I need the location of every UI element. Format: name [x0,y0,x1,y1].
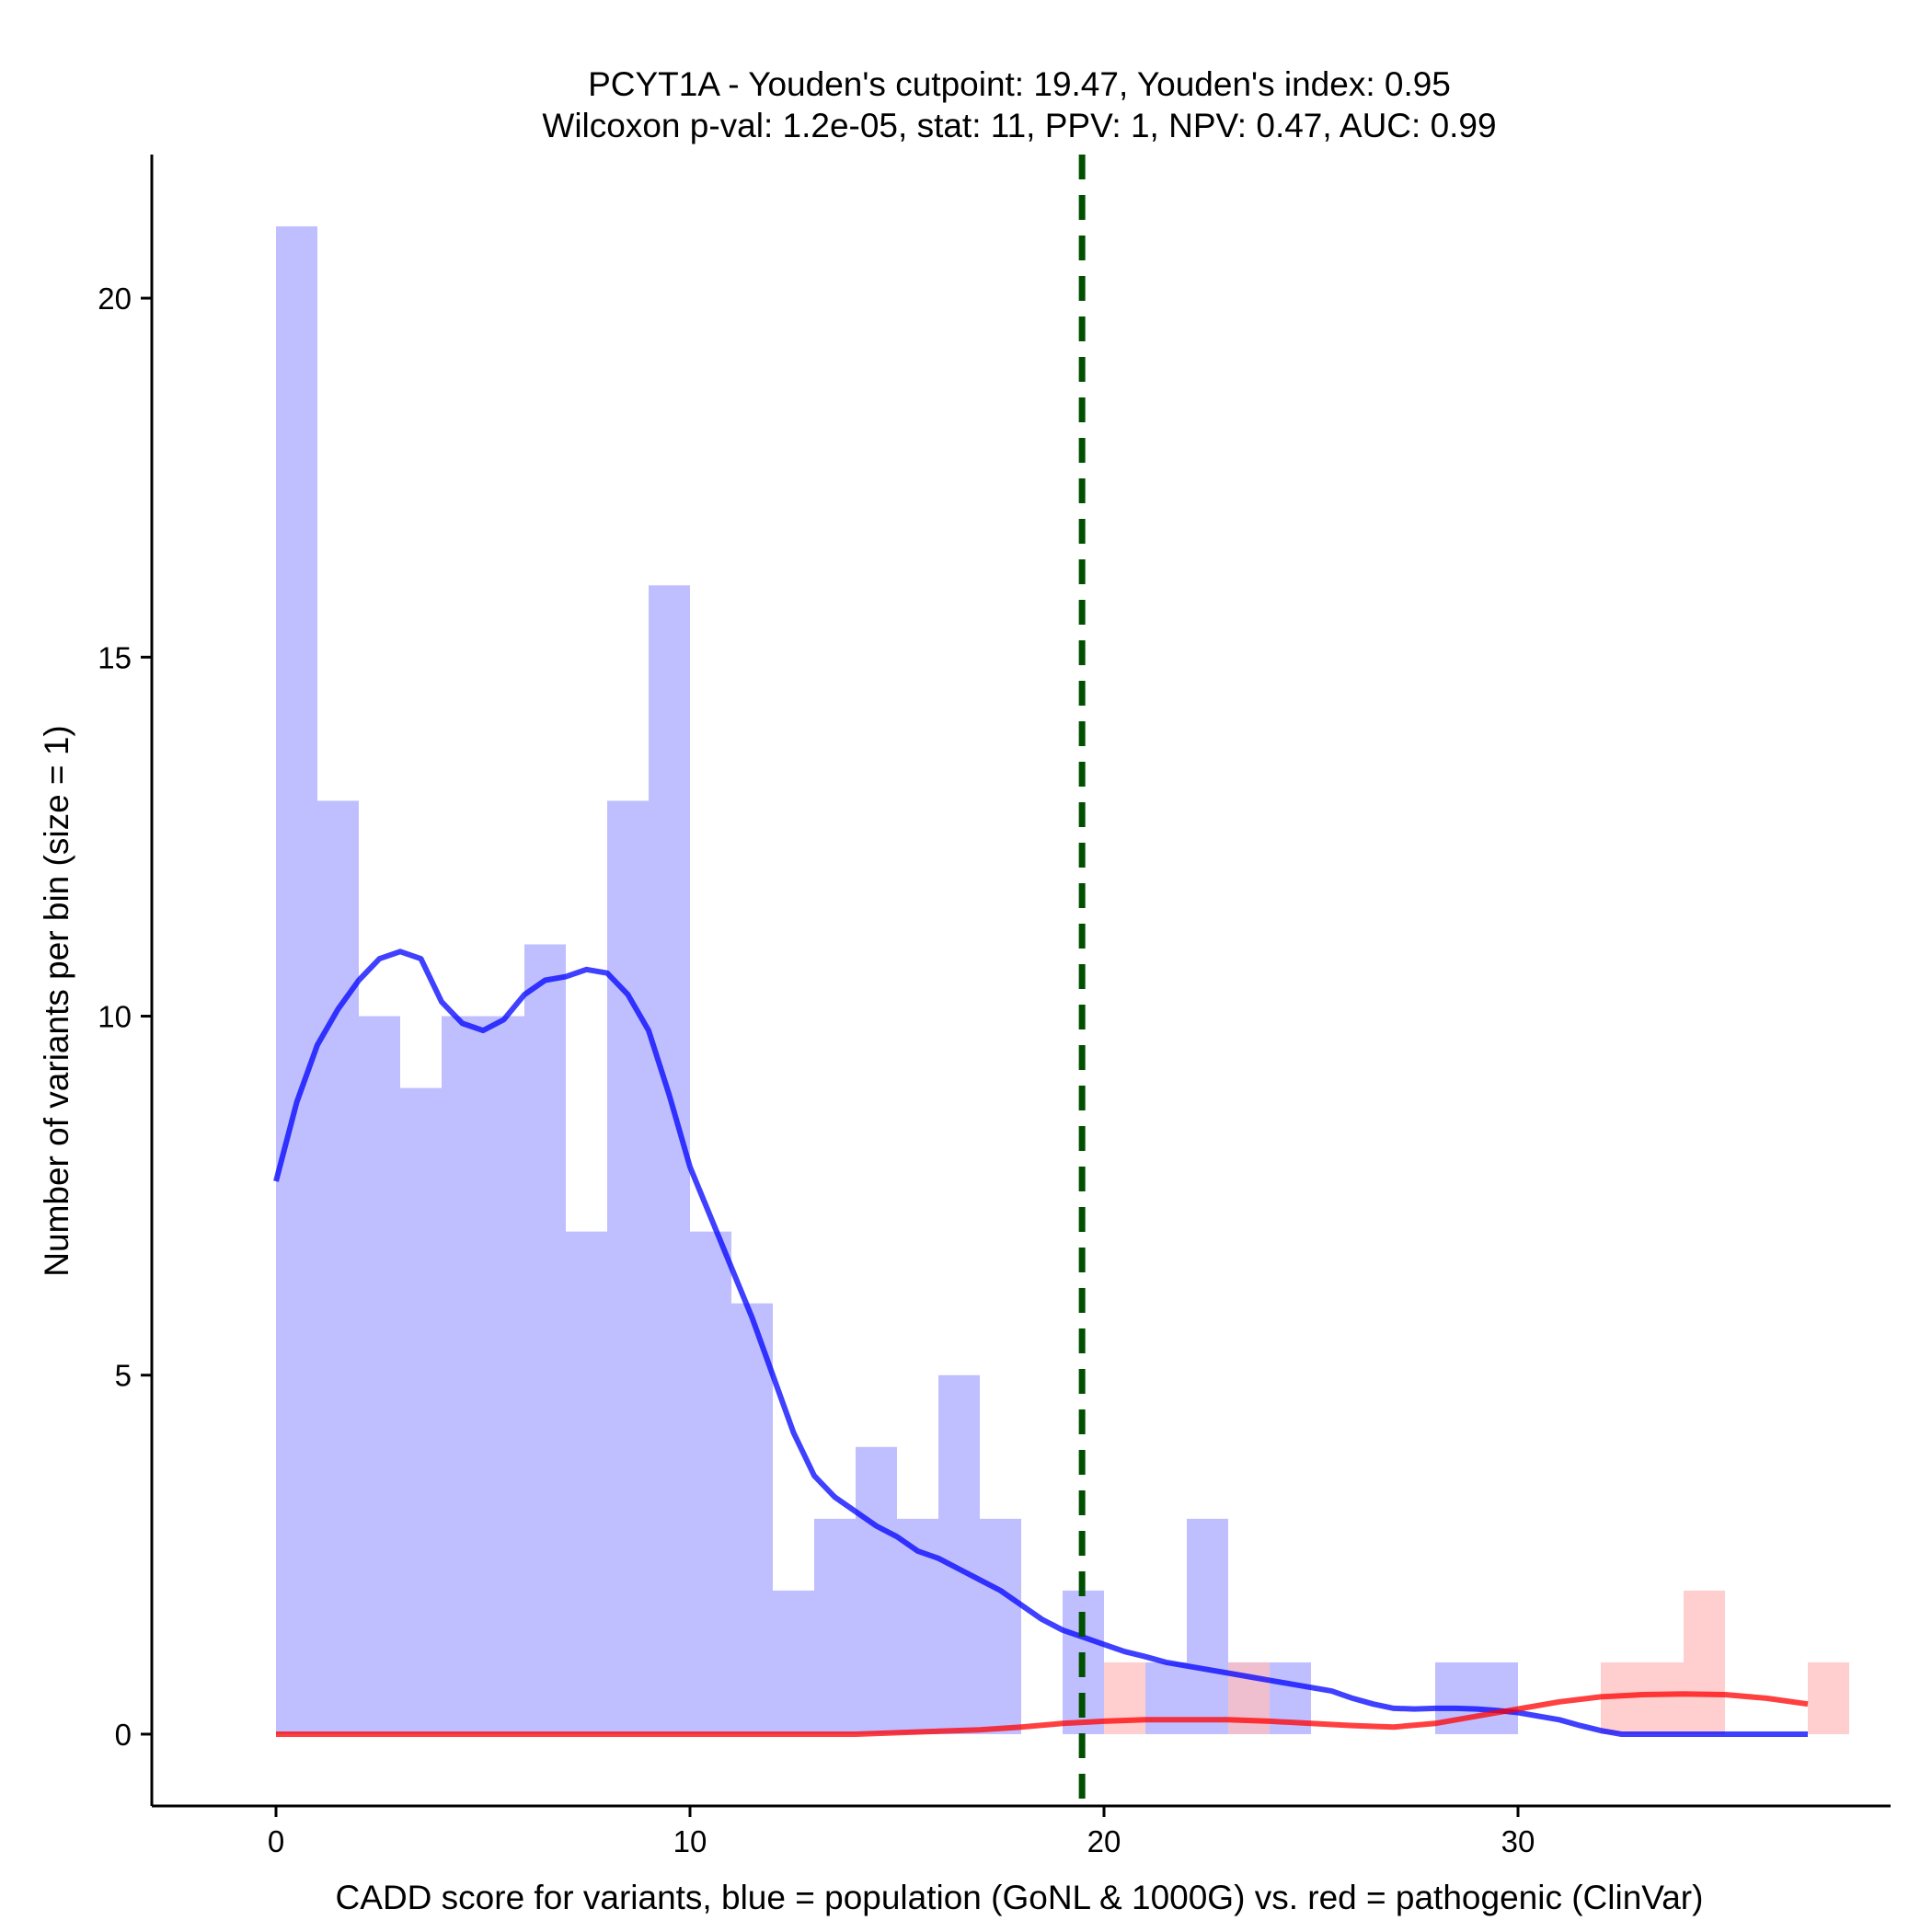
population-bar [317,800,359,1734]
population-bar [690,1231,731,1734]
population-bar [856,1446,897,1734]
pathogenic-bar [1808,1662,1849,1734]
histogram-bars [276,226,1849,1734]
population-bar [980,1518,1021,1734]
y-tick-label: 5 [115,1359,132,1393]
y-axis-label: Number of variants per bin (size = 1) [38,725,75,1276]
axes: 0 10 20 30 0 5 10 15 20 [98,155,1891,1858]
chart-title: PCYT1A - Youden's cutpoint: 19.47, Youde… [588,65,1451,103]
x-tick-label: 20 [1087,1824,1121,1858]
population-bar [483,1016,524,1734]
population-bar [649,585,690,1734]
population-bar [566,1231,607,1734]
population-bar [276,226,317,1734]
population-bar [400,1087,442,1734]
x-axis-label: CADD score for variants, blue = populati… [336,1879,1704,1916]
y-tick-label: 15 [98,640,132,674]
y-tick-label: 10 [98,1000,132,1034]
population-bar [1477,1662,1518,1734]
chart-subtitle: Wilcoxon p-val: 1.2e-05, stat: 11, PPV: … [542,107,1496,144]
y-tick-label: 0 [115,1718,132,1752]
population-bar [938,1374,980,1734]
population-bar [524,944,566,1734]
pathogenic-density-line [276,1691,1809,1737]
y-tick-label: 20 [98,282,132,316]
population-density-line [273,949,1808,1737]
x-tick-label: 30 [1501,1824,1535,1858]
density-curves [273,949,1809,1737]
pathogenic-bar [1642,1662,1684,1734]
population-bar [773,1590,814,1734]
population-bar [359,1016,400,1734]
population-bar [814,1518,856,1734]
population-bar [731,1303,773,1734]
x-tick-label: 10 [673,1824,707,1858]
population-bar [607,800,649,1734]
population-bar [442,1016,483,1734]
pathogenic-bar [1684,1590,1725,1734]
population-bar [1145,1662,1187,1734]
population-bar [1187,1518,1228,1734]
x-tick-label: 0 [268,1824,284,1858]
